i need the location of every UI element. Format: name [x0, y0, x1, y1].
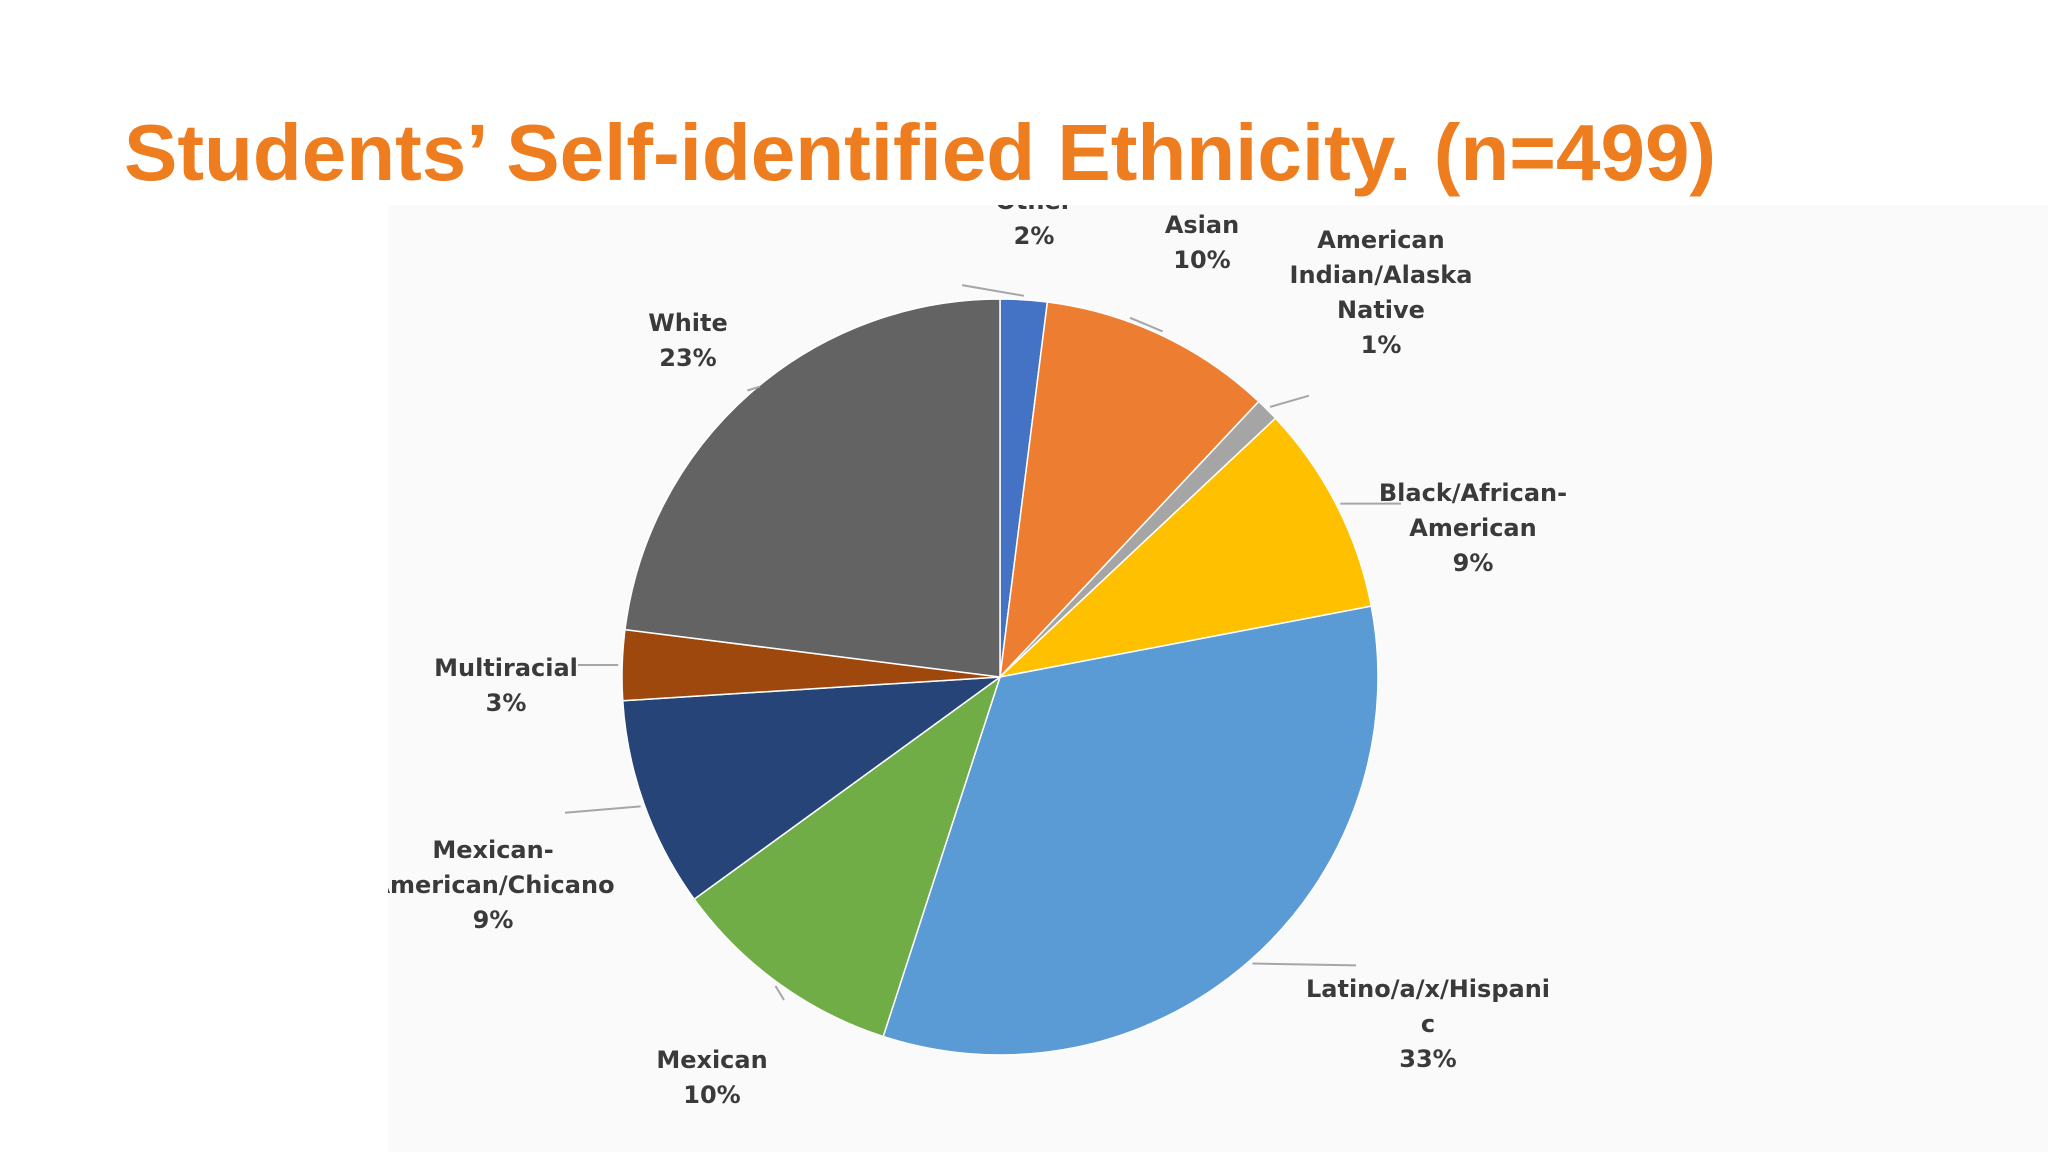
- pie-slice-3: [997, 417, 1373, 679]
- pie-slice-4: [882, 605, 1379, 1056]
- pie-slice-8: [624, 298, 1001, 678]
- slide-title: Students’ Self-identified Ethnicity. (n=…: [124, 108, 1717, 197]
- leader-line-8: [747, 385, 761, 392]
- slice-label-1: Asian 10%: [1165, 211, 1239, 274]
- leader-line-0: [961, 284, 1025, 297]
- slice-label-6: Mexican-American/Chicano 9%: [388, 836, 615, 934]
- slice-label-3: Black/African-American 9%: [1379, 479, 1567, 577]
- leader-line-2: [1269, 394, 1310, 408]
- leader-line-5: [774, 985, 785, 1001]
- slice-label-2: American Indian/Alaska Native 1%: [1290, 226, 1473, 359]
- pie-slice-6: [621, 676, 1003, 901]
- slice-label-8: White 23%: [648, 309, 728, 372]
- slice-label-4: Latino/a/x/Hispani c 33%: [1306, 975, 1550, 1073]
- slice-label-7: Multiracial 3%: [434, 654, 578, 717]
- slice-label-5: Mexican 10%: [656, 1046, 767, 1109]
- leader-line-4: [1252, 962, 1357, 967]
- pie-slice-1: [998, 301, 1260, 680]
- pie-slice-5: [693, 675, 1002, 1038]
- slice-label-0: Other2%: [995, 205, 1072, 250]
- leader-line-1: [1129, 316, 1163, 333]
- leader-line-6: [564, 805, 641, 814]
